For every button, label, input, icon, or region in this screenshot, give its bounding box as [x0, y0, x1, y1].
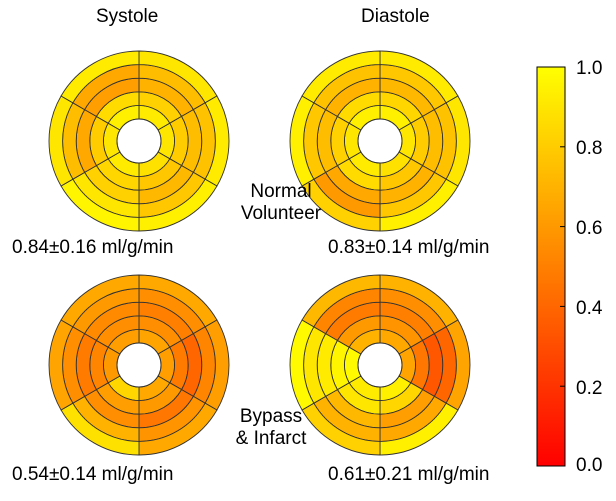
colorbar-ticks [560, 66, 565, 467]
bullseye-segment [301, 274, 381, 328]
colorbar-tick-label: 0.0 [576, 455, 603, 476]
value-systole-bypass: 0.54±0.14 ml/g/min [12, 464, 174, 485]
colorbar [536, 66, 566, 467]
bullseye-plot [289, 50, 471, 232]
bullseye-segment [379, 178, 459, 232]
bullseye-segment [60, 402, 140, 456]
bullseye-segment [445, 95, 471, 187]
bullseye-segment [289, 319, 315, 411]
column-title-systole: Systole [96, 6, 159, 27]
colorbar-tick-label: 0.8 [576, 138, 603, 159]
group-label-line: Bypass [239, 406, 303, 427]
bullseye-segment [48, 95, 74, 187]
bullseye-segment [379, 402, 459, 456]
bullseye-plot [48, 50, 230, 232]
group-label-line: Volunteer [240, 203, 322, 224]
colorbar-tick-label: 0.6 [576, 218, 603, 239]
group-label-line: & Infarct [235, 428, 307, 449]
bullseye-segment [301, 178, 381, 232]
group-label-bypass-infarct: Bypass & Infarct [224, 406, 318, 450]
group-label-normal-volunteer: Normal Volunteer [226, 181, 336, 225]
bullseye-segment [48, 319, 74, 411]
value-diastole-bypass: 0.61±0.21 ml/g/min [328, 464, 490, 485]
bullseye-segment [301, 50, 381, 104]
bullseye-segment [138, 402, 218, 456]
bullseye-center-hole [357, 342, 403, 388]
colorbar-tick-label: 0.4 [576, 298, 603, 319]
bullseye-segment [60, 274, 140, 328]
bullseye-plot [289, 274, 471, 456]
bullseye-segment [204, 95, 230, 187]
bullseye-center-hole [116, 342, 162, 388]
value-systole-normal: 0.84±0.16 ml/g/min [12, 237, 174, 258]
bullseye-segment [301, 402, 381, 456]
colorbar-tick-label: 1.0 [576, 58, 603, 79]
bullseye-plot [48, 274, 230, 456]
value-diastole-normal: 0.83±0.14 ml/g/min [328, 237, 490, 258]
column-title-diastole: Diastole [361, 6, 430, 27]
bullseye-center-hole [357, 118, 403, 164]
bullseye-segment [138, 178, 218, 232]
group-label-line: Normal [250, 181, 312, 202]
colorbar-tick-label: 0.2 [576, 378, 603, 399]
bullseye-segment [60, 50, 140, 104]
bullseye-segment [60, 178, 140, 232]
bullseye-segment [204, 319, 230, 411]
bullseye-center-hole [116, 118, 162, 164]
bullseye-segment [445, 319, 471, 411]
bullseye-segment [289, 95, 315, 187]
